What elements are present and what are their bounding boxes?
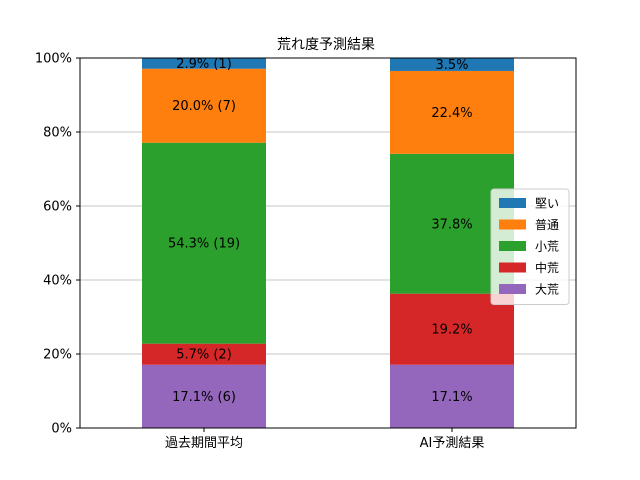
data-label: 17.1%	[431, 390, 472, 405]
legend-swatch	[499, 198, 526, 208]
legend-frame	[490, 188, 570, 305]
data-label: 22.4%	[431, 106, 472, 121]
legend-label: 普通	[535, 218, 559, 232]
legend-swatch	[499, 241, 526, 251]
bar-segment	[142, 142, 266, 344]
plot-frame	[79, 57, 577, 429]
y-tick-label: 100%	[35, 52, 72, 67]
bars: 17.1% (6) 5.7% (2) 54.3% (19) 20.0% (7) 2.9%…	[142, 57, 514, 428]
data-label: 19.2%	[431, 323, 472, 338]
data-label: 37.8%	[431, 217, 472, 232]
x-axis: 過去期間平均 AI予測結果	[165, 428, 484, 451]
data-label: 2.9% (1)	[176, 57, 232, 72]
legend-swatch	[499, 284, 526, 294]
legend-label: 堅い	[535, 197, 559, 211]
y-tick-label: 80%	[43, 126, 72, 141]
y-tick-label: 20%	[43, 348, 72, 363]
data-label: 17.1% (6)	[172, 390, 236, 405]
bar-segment	[142, 343, 266, 365]
chart-title: 荒れ度予測結果	[277, 37, 375, 53]
data-label: 5.7% (2)	[176, 348, 232, 363]
bar-segment	[390, 364, 514, 428]
x-tick-label: AI予測結果	[420, 436, 485, 451]
legend-swatch	[499, 219, 526, 230]
y-axis: 0% 20% 40% 60% 80% 100%	[35, 52, 80, 437]
bar-segment	[390, 70, 514, 154]
data-label: 20.0% (7)	[172, 99, 236, 114]
bar-segment	[142, 58, 266, 69]
data-label: 3.5%	[435, 58, 468, 73]
legend-label: 小荒	[535, 240, 559, 254]
bar-segment	[142, 364, 266, 428]
legend-label: 大荒	[535, 283, 559, 297]
x-tick-label: 過去期間平均	[165, 436, 243, 451]
bar-segment	[390, 58, 514, 71]
y-tick-label: 60%	[43, 200, 72, 215]
y-tick-label: 0%	[51, 422, 72, 437]
legend-label: 中荒	[535, 260, 559, 275]
y-tick-label: 40%	[43, 274, 72, 289]
legend-swatch	[499, 262, 526, 273]
data-label: 54.3% (19)	[168, 237, 240, 252]
bar-segment	[142, 68, 266, 143]
bar-segment	[390, 293, 514, 365]
